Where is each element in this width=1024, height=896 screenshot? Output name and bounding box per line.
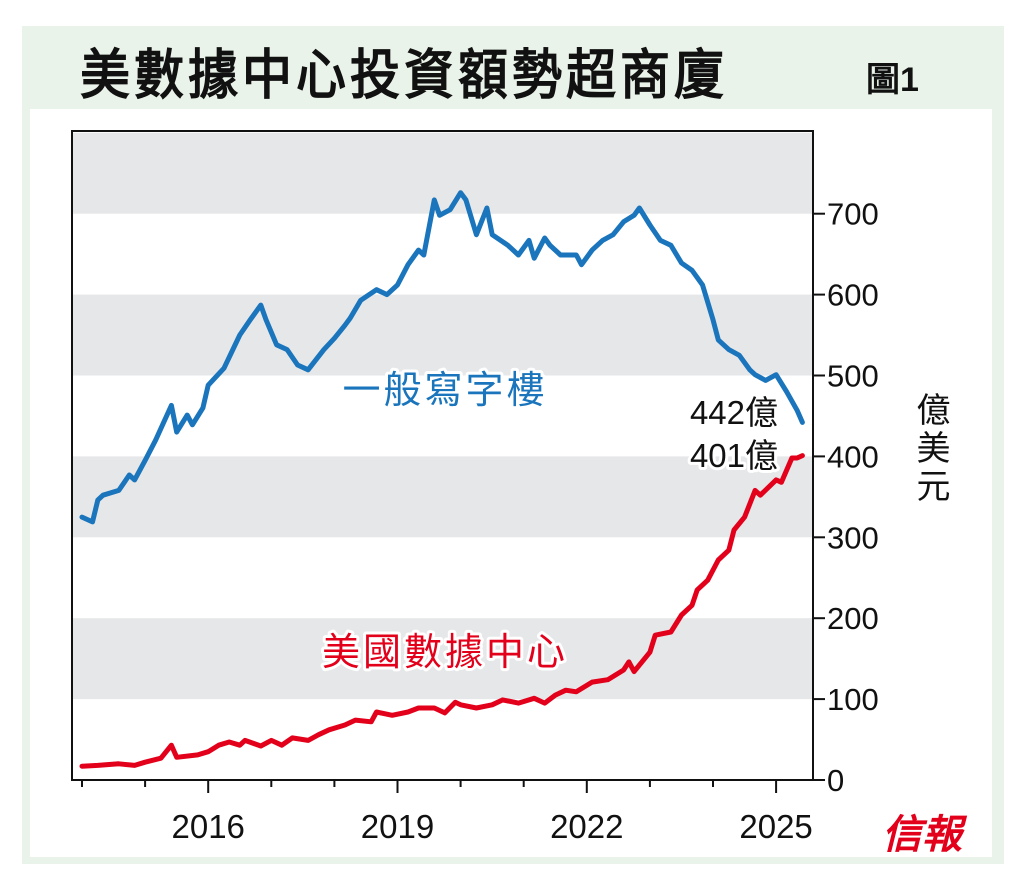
- y-tick-label: 500: [827, 359, 879, 394]
- y-tick-label: 400: [827, 439, 879, 474]
- x-tick-label: 2022: [550, 808, 623, 845]
- grid-band: [72, 456, 813, 538]
- publisher-logo: 信報: [882, 811, 962, 858]
- grid-band: [72, 294, 813, 376]
- figure-label: 圖1: [866, 61, 919, 99]
- grid-band: [72, 132, 813, 214]
- series-line-office: [79, 190, 805, 525]
- series-label: 一般寫字樓: [342, 368, 547, 412]
- x-tick-label: 2025: [739, 808, 812, 845]
- grid-band: [72, 618, 813, 700]
- end-value-annotation: 442億: [690, 394, 778, 431]
- series-line-datacenter: [79, 453, 805, 769]
- y-tick-label: 100: [827, 682, 879, 717]
- series-label: 美國數據中心: [322, 630, 568, 674]
- y-axis-label: 億美元: [910, 392, 950, 506]
- y-tick-label: 200: [827, 601, 879, 636]
- y-tick-label: 600: [827, 278, 879, 313]
- y-tick-label: 300: [827, 520, 879, 555]
- end-value-annotation: 401億: [690, 437, 778, 474]
- y-tick-label: 700: [827, 197, 879, 232]
- y-tick-label: 0: [827, 763, 844, 798]
- x-tick-label: 2016: [171, 808, 244, 845]
- chart-title: 美數據中心投資額勢超商廈: [80, 44, 728, 106]
- x-tick-label: 2019: [361, 808, 434, 845]
